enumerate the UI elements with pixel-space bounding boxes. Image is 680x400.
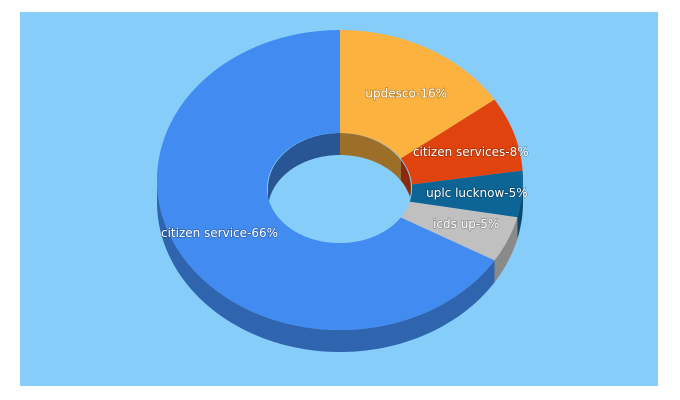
slice-inner-side (340, 133, 401, 181)
slice (157, 30, 495, 330)
slice (400, 201, 518, 261)
slice (409, 170, 523, 218)
slice-label: updesco-16% (365, 87, 447, 101)
slice (400, 99, 523, 185)
slice-inner-side (268, 133, 340, 210)
slice-side (494, 217, 518, 283)
slice-side (517, 180, 523, 240)
slice-label: uplc lucknow-5% (426, 186, 528, 200)
slice-inner-side (400, 158, 411, 207)
slice-label: icds up-5% (433, 217, 499, 231)
hole-walls (268, 133, 411, 210)
slice-label: citizen services-8% (413, 145, 529, 159)
slice-side (157, 180, 495, 352)
slice-label: citizen service-66% (161, 226, 278, 240)
slice (340, 30, 495, 159)
